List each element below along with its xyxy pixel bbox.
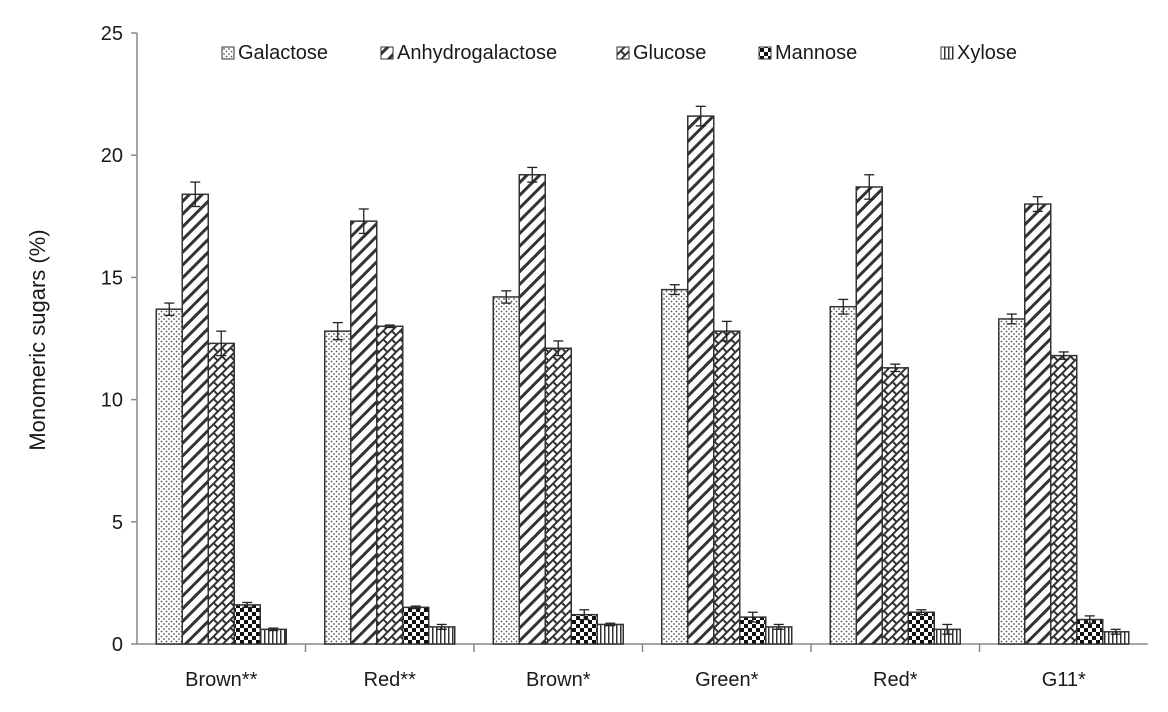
bar-glucose-2	[544, 347, 572, 645]
bar-galactose-3	[661, 288, 689, 645]
bar-galactose-2	[492, 296, 520, 645]
bar-glucose-3	[713, 330, 741, 645]
legend-swatch-anhydrogalactose	[380, 46, 394, 60]
y-tick-label: 25	[101, 23, 123, 45]
y-tick-label: 20	[101, 145, 123, 167]
bar-anhydrogalactose-5	[1024, 203, 1052, 645]
y-tick-label: 10	[101, 390, 123, 412]
bar-anhydrogalactose-1	[350, 220, 378, 645]
bar-galactose-4	[829, 305, 857, 645]
bar-glucose-0	[207, 342, 235, 645]
x-tick-label: Red**	[364, 669, 416, 691]
y-axis-label: Monomeric sugars (%)	[25, 229, 50, 450]
x-tick-label: Brown*	[526, 669, 591, 691]
x-tick-label: Green*	[695, 669, 759, 691]
legend: Galactose Anhydrogalactose Glucose Mannose X…	[221, 42, 1017, 64]
legend-label-anhydrogalactose: Anhydrogalactose	[397, 42, 557, 64]
x-tick-label: Brown**	[185, 669, 257, 691]
legend-swatch-xylose	[940, 46, 954, 60]
y-tick-label: 0	[112, 634, 123, 656]
y-tick-label: 15	[101, 267, 123, 289]
bar-glucose-5	[1050, 354, 1078, 645]
bar-xylose-0	[259, 628, 287, 645]
legend-swatch-mannose	[758, 46, 772, 60]
bar-galactose-1	[324, 330, 352, 645]
bar-galactose-5	[998, 318, 1026, 645]
bar-xylose-2	[596, 623, 624, 645]
legend-swatch-galactose	[221, 46, 235, 60]
bar-mannose-1	[402, 606, 430, 645]
bar-anhydrogalactose-4	[855, 186, 883, 645]
legend-label-mannose: Mannose	[775, 42, 857, 64]
bar-anhydrogalactose-0	[181, 193, 209, 645]
legend-swatch-glucose	[616, 46, 630, 60]
bar-mannose-0	[233, 604, 261, 645]
legend-label-galactose: Galactose	[238, 42, 328, 64]
bars	[155, 105, 1130, 645]
bar-anhydrogalactose-3	[687, 115, 715, 645]
x-tick-label: Red*	[873, 669, 918, 691]
x-tick-label: G11*	[1042, 669, 1086, 691]
y-tick-label: 5	[112, 512, 123, 534]
legend-label-xylose: Xylose	[957, 42, 1017, 64]
bar-anhydrogalactose-2	[518, 174, 546, 645]
bar-galactose-0	[155, 308, 183, 645]
legend-label-glucose: Glucose	[633, 42, 706, 64]
bar-mannose-4	[907, 611, 935, 645]
bar-glucose-1	[376, 325, 404, 645]
bar-glucose-4	[881, 367, 909, 645]
axes: 0 5 10 15 20 25 Brown** Red** Brown* Green* Red* G1…	[101, 23, 1148, 691]
